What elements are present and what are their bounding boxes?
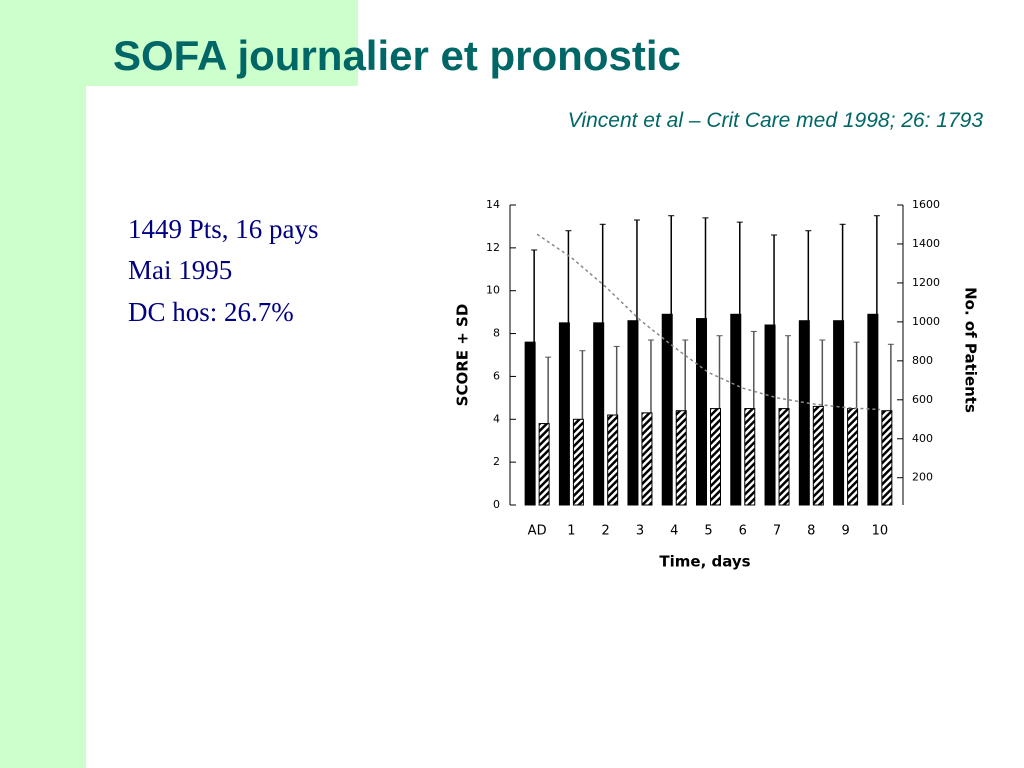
- bar: [881, 410, 893, 506]
- patient-line: [536, 233, 880, 411]
- x-tick-label: 2: [602, 524, 610, 539]
- bar: [764, 324, 776, 506]
- x-tick-label: 5: [704, 524, 712, 539]
- chart: Time, days SCORE + SD No. of Patients 0 2…: [454, 198, 980, 571]
- bar: [607, 414, 619, 506]
- y2-tick-label: 800: [912, 354, 933, 367]
- y-tick-label: 4: [493, 412, 500, 425]
- side-band: [0, 0, 86, 768]
- x-tick-label: AD: [528, 524, 547, 539]
- bar: [641, 412, 653, 506]
- x-tick-label: 9: [841, 524, 849, 539]
- y2-axis-label: No. of Patients: [962, 287, 980, 413]
- y2-tick-label: 200: [912, 471, 933, 484]
- y-tick-label: 2: [493, 455, 500, 468]
- y2-tick-label: 1400: [912, 237, 940, 250]
- x-axis-label: Time, days: [659, 553, 750, 571]
- note: DC hos: 26.7%: [128, 297, 294, 327]
- note: Mai 1995: [128, 255, 232, 285]
- x-tick-label: 7: [773, 524, 781, 539]
- bar: [710, 408, 721, 506]
- bar: [558, 322, 570, 506]
- y2-tick-label: 1600: [912, 198, 940, 211]
- x-tick-label: 8: [807, 524, 815, 539]
- content-corner: [86, 86, 358, 768]
- bar: [572, 418, 584, 506]
- y-axis-label: SCORE + SD: [454, 304, 472, 407]
- citation: Vincent et al – Crit Care med 1998; 26: …: [568, 109, 984, 132]
- x-tick-label: 6: [739, 524, 747, 539]
- slide-title: SOFA journalier et pronostic: [113, 32, 681, 79]
- bar: [627, 320, 639, 506]
- note: 1449 Pts, 16 pays: [128, 214, 319, 244]
- bar: [524, 341, 536, 506]
- y2-tick-label: 400: [912, 432, 933, 445]
- bar: [538, 423, 550, 506]
- bar: [812, 405, 824, 506]
- bar: [661, 313, 673, 506]
- bar: [847, 408, 859, 506]
- y2-tick-label: 1200: [912, 276, 940, 289]
- bar: [593, 322, 605, 506]
- y-tick-label: 10: [486, 284, 500, 297]
- y2-tick-label: 1000: [912, 315, 940, 328]
- x-tick-label: 10: [872, 524, 889, 539]
- y-tick-label: 14: [486, 198, 500, 211]
- y-tick-label: 12: [486, 241, 500, 254]
- y2-tick-label: 600: [912, 393, 933, 406]
- x-tick-label: 3: [636, 524, 644, 539]
- bar: [744, 408, 756, 506]
- bar: [798, 320, 810, 506]
- x-tick-label: 4: [670, 524, 678, 539]
- y-tick-label: 8: [493, 327, 500, 340]
- y-tick-label: 0: [493, 498, 500, 511]
- bar: [833, 320, 845, 506]
- bar: [730, 313, 742, 506]
- bar: [778, 408, 790, 506]
- x-tick-label: 1: [567, 524, 575, 539]
- bar: [696, 318, 707, 506]
- top-band: [0, 0, 358, 86]
- y-tick-label: 6: [493, 369, 500, 382]
- bar: [675, 410, 687, 506]
